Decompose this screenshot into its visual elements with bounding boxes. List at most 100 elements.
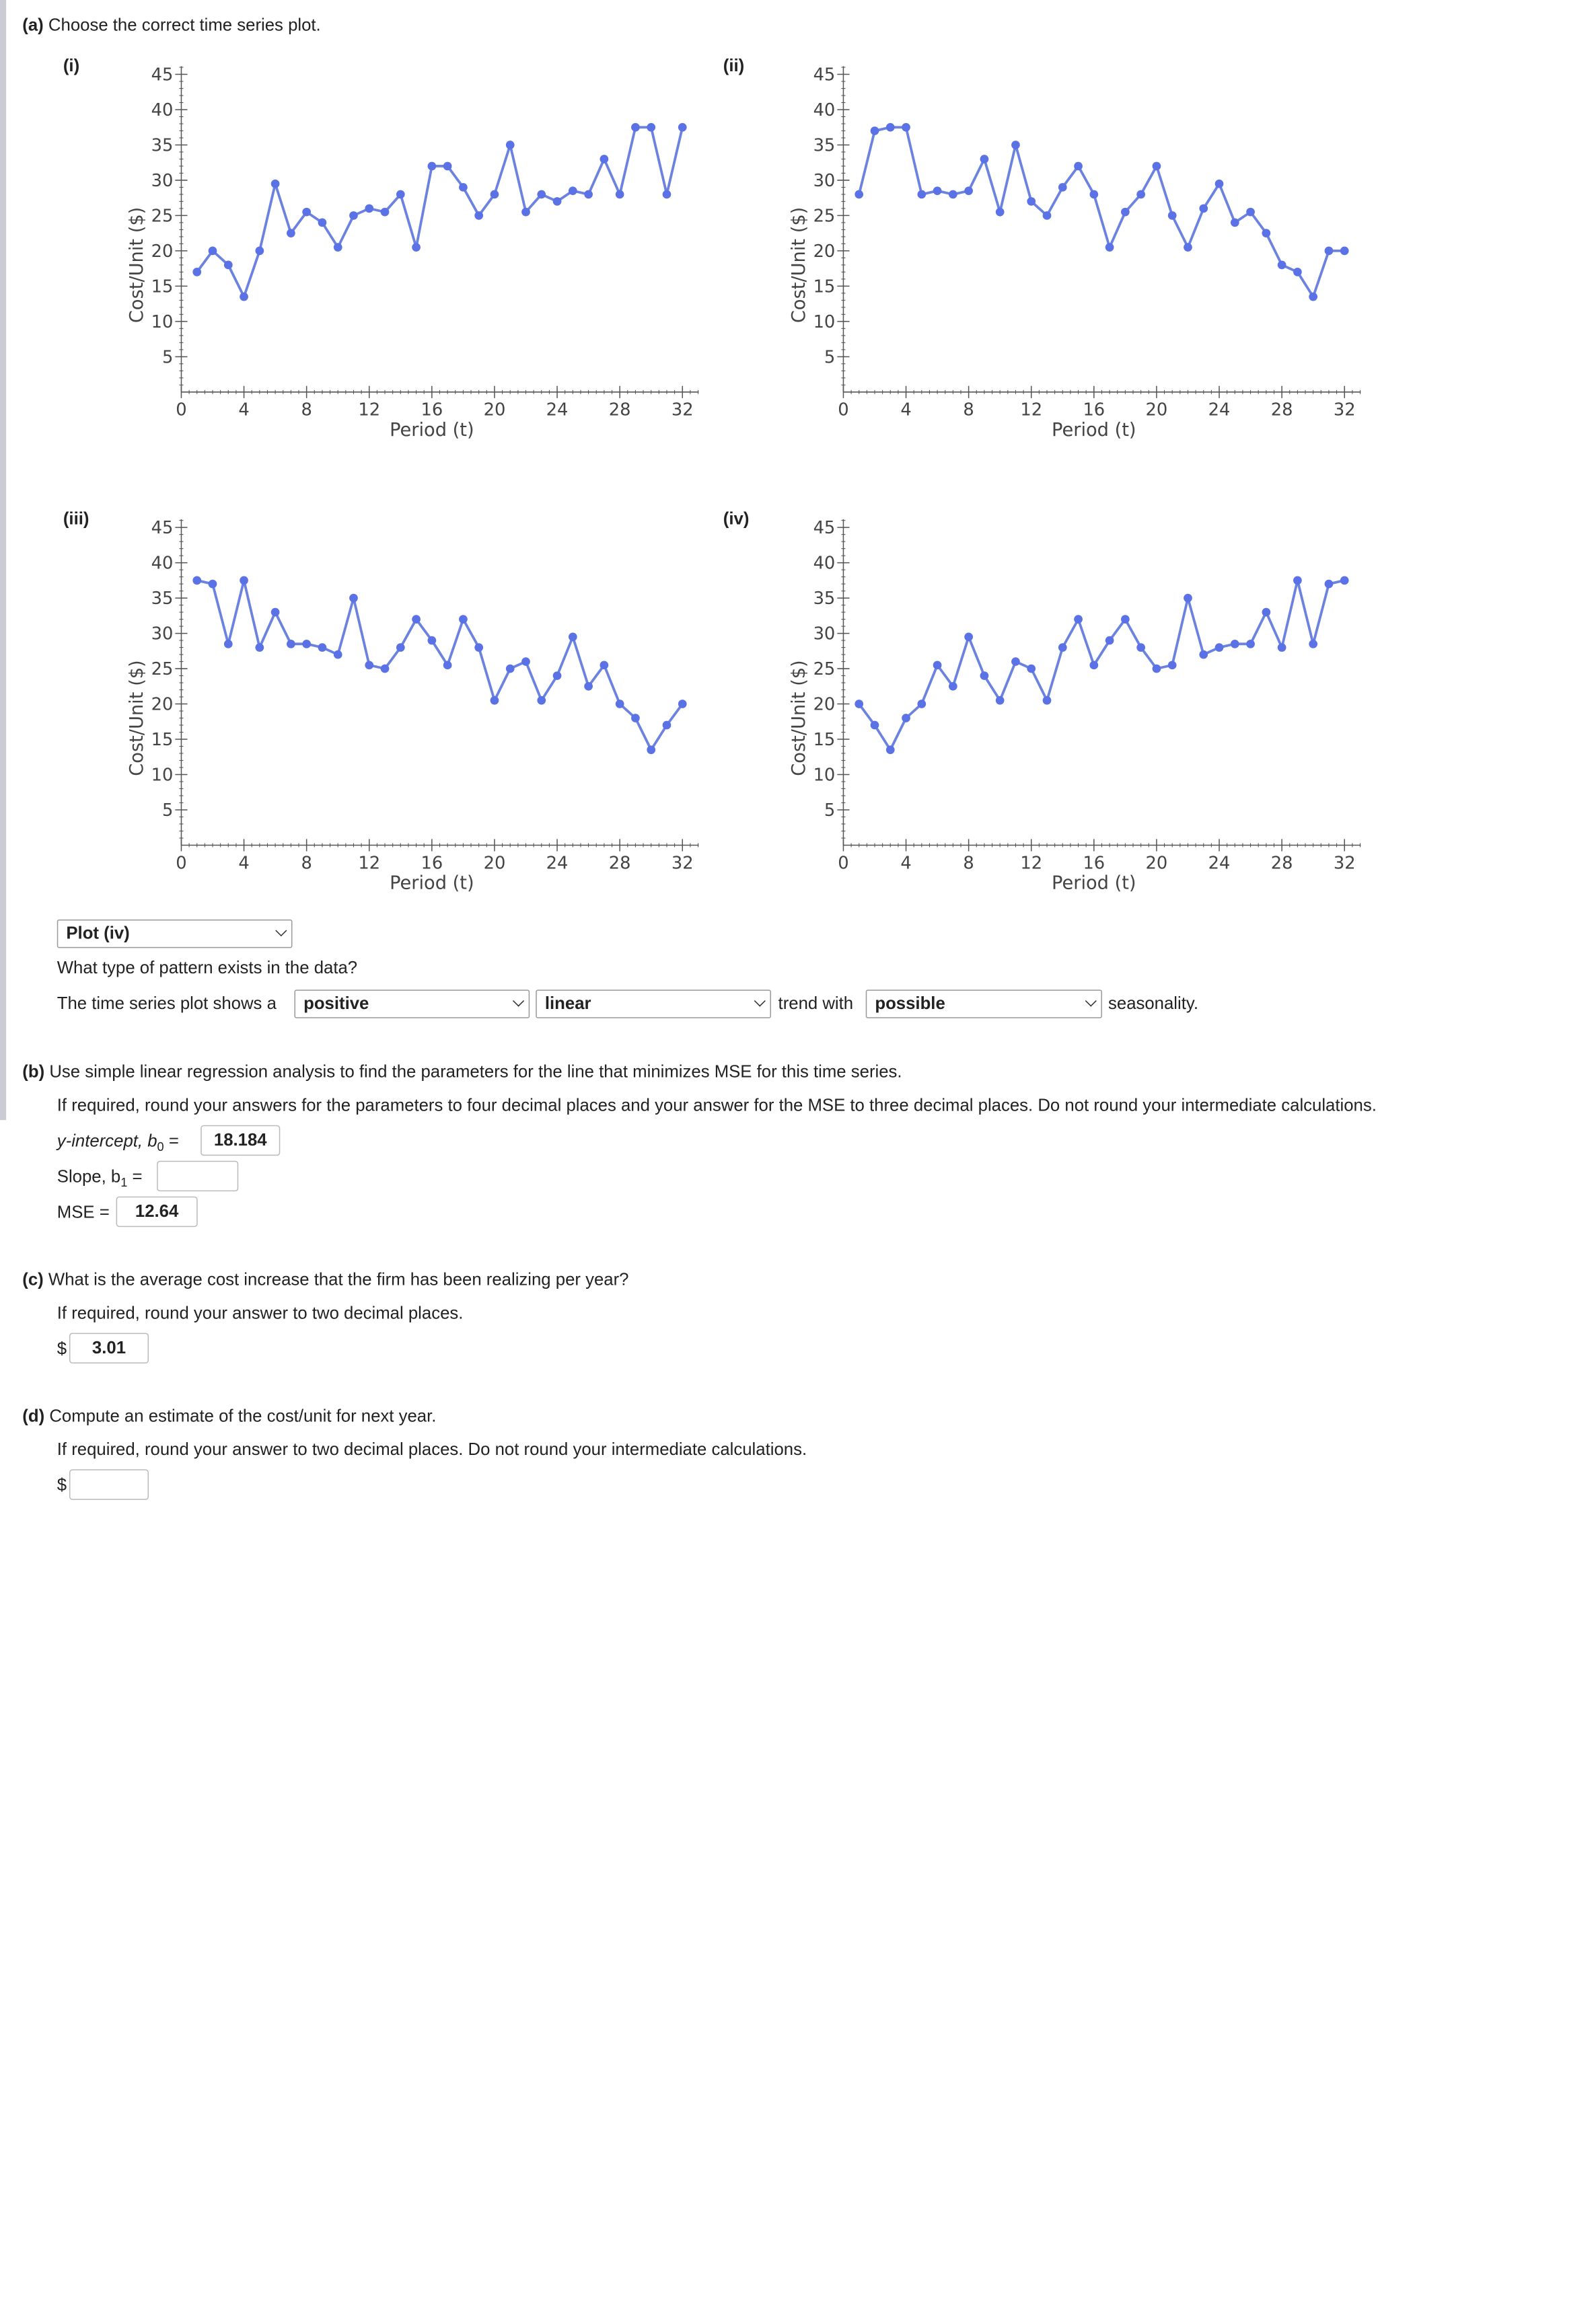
data-point	[552, 671, 562, 680]
data-point	[380, 664, 390, 673]
data-point	[1121, 207, 1130, 217]
data-point	[1042, 211, 1052, 220]
mse-input[interactable]: 12.64	[116, 1196, 198, 1228]
x-tick-label: 16	[1083, 400, 1105, 420]
part-c-input[interactable]: 3.01	[69, 1333, 149, 1363]
data-point	[1340, 246, 1349, 256]
data-point	[1027, 664, 1036, 673]
seasonality-select[interactable]: possible	[865, 989, 1102, 1018]
data-point	[948, 190, 957, 199]
data-point	[1214, 179, 1224, 188]
x-tick-label: 16	[421, 853, 443, 873]
data-point	[1309, 639, 1318, 648]
y-tick-label: 45	[813, 65, 836, 85]
y-tick-label: 15	[813, 276, 836, 297]
data-point	[584, 681, 593, 691]
data-point	[1167, 661, 1177, 670]
x-tick-label: 4	[900, 400, 911, 420]
y-tick-label: 35	[813, 136, 836, 156]
data-point	[1121, 615, 1130, 624]
part-a-heading: (a) Choose the correct time series plot.	[22, 15, 320, 36]
data-point	[1277, 260, 1286, 270]
chevron-down-icon	[754, 995, 766, 1007]
intercept-equals: =	[168, 1131, 179, 1151]
data-point	[1246, 639, 1255, 648]
data-point	[1199, 650, 1208, 659]
x-tick-label: 16	[1083, 853, 1105, 873]
data-point	[505, 141, 515, 149]
part-b-note: If required, round your answers for the …	[57, 1095, 1377, 1115]
trend-type-select[interactable]: linear	[536, 989, 771, 1018]
x-axis-title: Period (t)	[1052, 873, 1136, 894]
data-point	[208, 246, 217, 256]
data-point	[223, 260, 233, 270]
data-point	[223, 639, 233, 648]
mse-label: MSE =	[57, 1202, 110, 1222]
data-point	[948, 681, 957, 691]
data-point	[537, 190, 546, 199]
data-point	[995, 207, 1005, 217]
data-point	[647, 122, 656, 132]
data-point	[1293, 268, 1302, 276]
data-point	[270, 607, 280, 617]
x-tick-label: 8	[301, 400, 312, 420]
data-point	[1199, 204, 1208, 213]
y-tick-label: 35	[151, 589, 174, 609]
y-tick-label: 45	[813, 518, 836, 538]
data-point	[1230, 639, 1239, 648]
slope-label-text: Slope, b	[57, 1166, 121, 1187]
x-tick-label: 24	[546, 400, 569, 420]
data-point	[870, 720, 879, 730]
y-tick-label: 40	[813, 100, 836, 120]
data-point	[870, 126, 879, 135]
x-tick-label: 24	[1208, 853, 1231, 873]
part-d-heading: (d) Compute an estimate of the cost/unit…	[22, 1407, 436, 1427]
x-tick-label: 28	[609, 400, 631, 420]
y-tick-label: 30	[151, 171, 174, 191]
series-line	[858, 579, 1345, 753]
y-tick-label: 25	[151, 207, 174, 227]
data-point	[964, 186, 973, 196]
data-point	[964, 632, 973, 642]
data-point	[678, 700, 687, 708]
data-point	[1136, 190, 1146, 199]
intercept-subscript: 0	[157, 1139, 164, 1154]
time-series-plot-iii[interactable]: 5 10 15 20 25 30 35 40 45 0 4 8 12 16 20 24 28 32 Period (…	[112, 509, 723, 917]
part-b-heading: (b) Use simple linear regression analysi…	[22, 1062, 902, 1082]
y-tick-label: 25	[813, 207, 836, 227]
time-series-plot-ii[interactable]: 5 10 15 20 25 30 35 40 45 0 4 8 12 16 20 24 28 32 Period (…	[774, 56, 1385, 463]
time-series-plot-i[interactable]: 5 10 15 20 25 30 35 40 45 0 4 8 12 16 20 24 28 32 Period (…	[112, 56, 723, 463]
data-point	[537, 696, 546, 705]
data-point	[459, 183, 468, 192]
data-point	[1136, 643, 1146, 652]
series-line	[196, 579, 684, 753]
data-point	[568, 186, 577, 196]
part-b-label: (b)	[22, 1061, 45, 1082]
part-d-input[interactable]	[69, 1469, 149, 1500]
data-point	[631, 122, 640, 132]
x-tick-label: 12	[1020, 400, 1042, 420]
intercept-input[interactable]: 18.184	[201, 1125, 281, 1156]
x-tick-label: 32	[672, 400, 694, 420]
y-tick-label: 10	[151, 312, 174, 332]
time-series-plot-iv[interactable]: 5 10 15 20 25 30 35 40 45 0 4 8 12 16 20 24 28 32 Period (…	[774, 509, 1385, 917]
data-point	[615, 700, 624, 708]
slope-input[interactable]	[157, 1160, 239, 1192]
data-point	[1011, 657, 1020, 666]
x-axis-title: Period (t)	[390, 873, 474, 894]
y-tick-label: 20	[151, 241, 174, 262]
trend-direction-select[interactable]: positive	[294, 989, 530, 1018]
slope-subscript: 1	[120, 1175, 128, 1190]
pattern-mid-text: trend with	[778, 994, 854, 1014]
data-point	[1167, 211, 1177, 220]
data-point	[521, 657, 530, 666]
data-point	[490, 190, 499, 199]
data-point	[396, 643, 405, 652]
y-axis-title: Cost/Unit ($)	[126, 207, 147, 323]
data-point	[678, 122, 687, 132]
data-point	[885, 745, 895, 755]
data-point	[208, 579, 217, 589]
data-point	[552, 197, 562, 206]
data-point	[270, 179, 280, 188]
plot-select[interactable]: Plot (iv)	[57, 919, 293, 948]
